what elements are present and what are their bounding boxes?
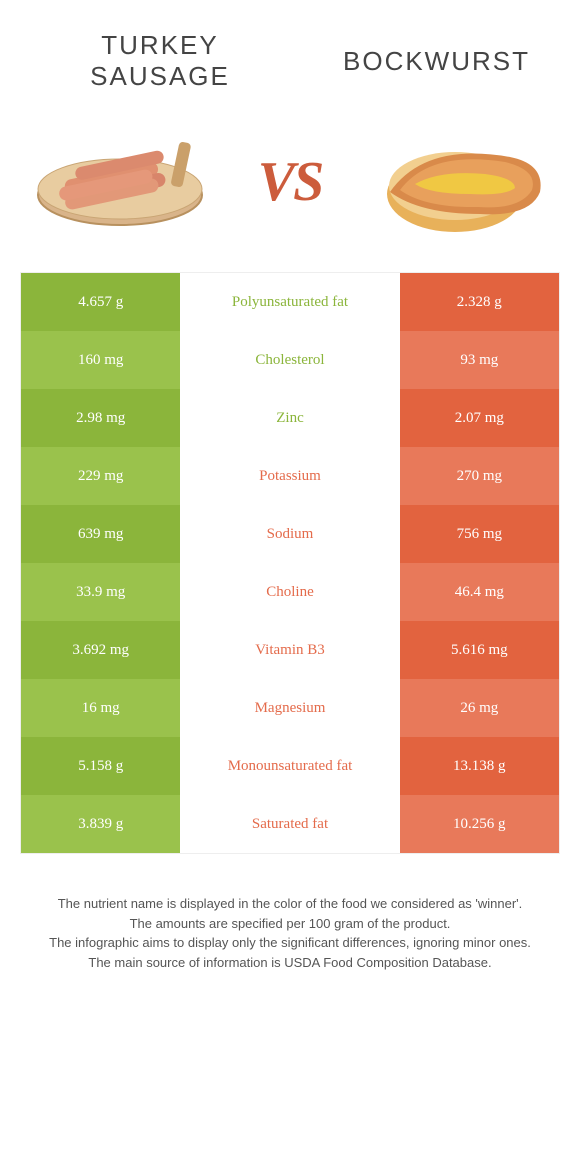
footer-line: The infographic aims to display only the…	[40, 933, 540, 953]
left-value: 33.9 mg	[21, 563, 180, 621]
nutrient-label: Zinc	[180, 389, 399, 447]
nutrient-label: Vitamin B3	[180, 621, 399, 679]
footer-line: The amounts are specified per 100 gram o…	[40, 914, 540, 934]
nutrient-label: Cholesterol	[180, 331, 399, 389]
table-row: 16 mgMagnesium26 mg	[21, 679, 559, 737]
left-value: 5.158 g	[21, 737, 180, 795]
table-row: 4.657 gPolyunsaturated fat2.328 g	[21, 273, 559, 331]
table-row: 33.9 mgCholine46.4 mg	[21, 563, 559, 621]
right-value: 2.07 mg	[400, 389, 559, 447]
nutrient-label: Polyunsaturated fat	[180, 273, 399, 331]
images-row: VS	[0, 112, 580, 272]
nutrient-label: Monounsaturated fat	[180, 737, 399, 795]
right-value: 5.616 mg	[400, 621, 559, 679]
header: TURKEY SAUSAGE BOCKWURST	[0, 0, 580, 112]
right-value: 46.4 mg	[400, 563, 559, 621]
title-left: TURKEY SAUSAGE	[40, 30, 280, 92]
nutrient-label: Magnesium	[180, 679, 399, 737]
nutrient-label: Sodium	[180, 505, 399, 563]
left-value: 3.692 mg	[21, 621, 180, 679]
right-value: 2.328 g	[400, 273, 559, 331]
right-value: 270 mg	[400, 447, 559, 505]
right-value: 93 mg	[400, 331, 559, 389]
table-row: 639 mgSodium756 mg	[21, 505, 559, 563]
table-row: 3.692 mgVitamin B35.616 mg	[21, 621, 559, 679]
table-row: 5.158 gMonounsaturated fat13.138 g	[21, 737, 559, 795]
table-row: 229 mgPotassium270 mg	[21, 447, 559, 505]
left-value: 160 mg	[21, 331, 180, 389]
left-value: 2.98 mg	[21, 389, 180, 447]
left-value: 639 mg	[21, 505, 180, 563]
table-row: 2.98 mgZinc2.07 mg	[21, 389, 559, 447]
table-row: 3.839 gSaturated fat10.256 g	[21, 795, 559, 853]
title-right: BOCKWURST	[300, 46, 540, 77]
right-value: 26 mg	[400, 679, 559, 737]
nutrient-label: Saturated fat	[180, 795, 399, 853]
left-value: 229 mg	[21, 447, 180, 505]
left-value: 16 mg	[21, 679, 180, 737]
nutrient-label: Potassium	[180, 447, 399, 505]
vs-label: VS	[258, 150, 323, 214]
bockwurst-image	[370, 122, 550, 242]
footer-line: The nutrient name is displayed in the co…	[40, 894, 540, 914]
footer-line: The main source of information is USDA F…	[40, 953, 540, 973]
right-value: 10.256 g	[400, 795, 559, 853]
right-value: 756 mg	[400, 505, 559, 563]
table-row: 160 mgCholesterol93 mg	[21, 331, 559, 389]
right-value: 13.138 g	[400, 737, 559, 795]
footer: The nutrient name is displayed in the co…	[0, 854, 580, 972]
left-value: 3.839 g	[21, 795, 180, 853]
nutrient-label: Choline	[180, 563, 399, 621]
comparison-table: 4.657 gPolyunsaturated fat2.328 g160 mgC…	[20, 272, 560, 854]
left-value: 4.657 g	[21, 273, 180, 331]
turkey-sausage-image	[30, 122, 210, 242]
